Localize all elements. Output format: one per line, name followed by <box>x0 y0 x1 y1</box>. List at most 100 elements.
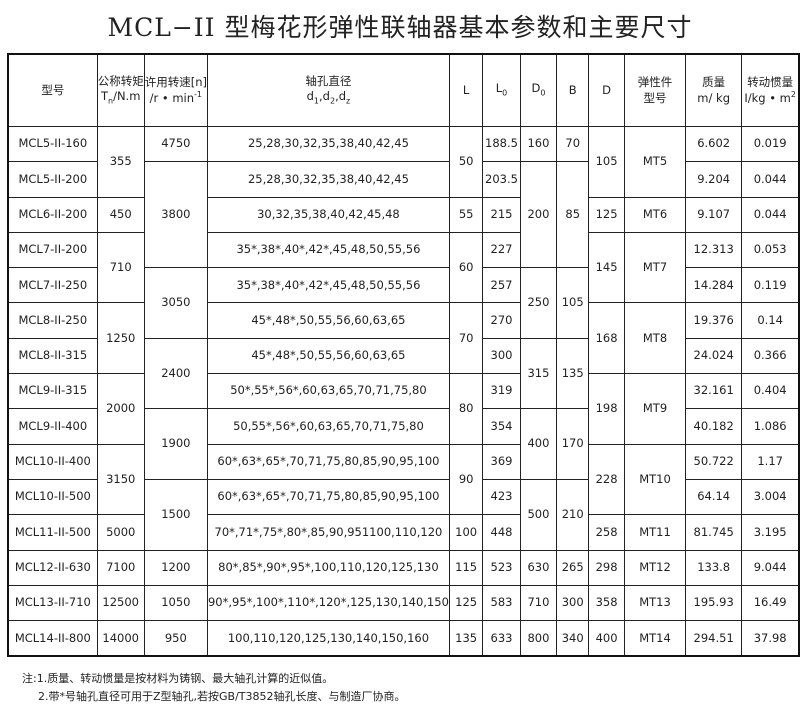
cell-bore: 25,28,30,32,35,38,40,42,45 <box>206 161 450 198</box>
cell-d: 298 <box>588 549 626 586</box>
cell-l0: 270 <box>482 302 521 339</box>
cell-d0: 160 <box>519 125 558 163</box>
cell-b: 105 <box>556 267 590 339</box>
cell-l0: 423 <box>482 478 521 516</box>
cell-element: MT8 <box>624 302 686 375</box>
page-title: MCL−II 型梅花形弹性联轴器基本参数和主要尺寸 <box>107 13 693 42</box>
cell-element: MT10 <box>624 443 686 516</box>
header-B: B <box>556 53 590 127</box>
cell-mass: 14.284 <box>684 267 743 304</box>
cell-d0: 500 <box>519 478 558 551</box>
cell-b: 300 <box>556 584 590 622</box>
cell-l: 55 <box>448 196 484 233</box>
cell-inertia: 37.98 <box>741 620 800 657</box>
cell-speed: 3050 <box>143 267 208 339</box>
cell-speed: 4750 <box>143 125 208 163</box>
header-row: 型号 公称转矩 Tn/N.m 许用转速[n]/r • min-1 轴孔直径 d1,d… <box>7 53 800 127</box>
cell-l: 70 <box>448 302 484 375</box>
cell-element: MT12 <box>624 549 686 586</box>
table-row: MCL12-II-630 7100 1200 80*,85*,90*,95*,100,… <box>7 549 800 586</box>
cell-speed: 1500 <box>143 478 208 551</box>
cell-bore: 100,110,120,125,130,140,150,160 <box>206 620 450 657</box>
cell-l: 80 <box>448 373 484 445</box>
cell-torque: 355 <box>96 126 145 198</box>
cell-inertia: 0.366 <box>741 337 800 375</box>
note-2: 2.带*号轴孔直径可用于Z型轴孔,若按GB/T3852轴孔长度、与制造厂协商。 <box>38 690 406 703</box>
cell-b: 210 <box>556 478 590 551</box>
cell-model: MCL14-II-800 <box>7 620 98 657</box>
cell-inertia: 3.195 <box>741 514 800 551</box>
cell-mass: 40.182 <box>684 408 743 445</box>
cell-mass: 12.313 <box>684 231 743 269</box>
cell-l: 135 <box>448 620 484 657</box>
cell-b: 265 <box>556 549 590 586</box>
cell-l0: 300 <box>482 337 521 375</box>
cell-model: MCL8-II-315 <box>7 337 98 375</box>
cell-l0: 369 <box>482 443 521 480</box>
cell-b: 85 <box>556 161 590 269</box>
table-row: MCL9-II-315 2000 50*,55*,56*,60,63,65,70,7… <box>7 373 800 445</box>
cell-mass: 50.722 <box>684 443 743 480</box>
cell-bore: 35*,38*,40*,42*,45,48,50,55,56 <box>206 267 450 304</box>
cell-b: 340 <box>556 620 590 657</box>
cell-inertia: 0.053 <box>741 231 800 269</box>
table-row: MCL8-II-315 2400 45*,48*,50,55,56,60,63,65… <box>7 337 800 410</box>
cell-torque: 3150 <box>96 443 145 516</box>
cell-inertia: 0.044 <box>741 196 800 233</box>
cell-mass: 24.024 <box>684 337 743 375</box>
cell-torque: 5000 <box>96 514 145 551</box>
cell-d: 105 <box>588 126 626 198</box>
cell-l: 100 <box>448 514 484 551</box>
cell-l: 60 <box>448 231 484 304</box>
cell-mass: 81.745 <box>684 514 743 551</box>
cell-model: MCL7-II-200 <box>7 231 98 269</box>
cell-d0: 710 <box>519 584 558 622</box>
cell-d: 228 <box>588 443 626 516</box>
parameters-table: 型号 公称转矩 Tn/N.m 许用转速[n]/r • min-1 轴孔直径 d1,d… <box>7 53 800 658</box>
cell-element: MT5 <box>624 126 686 198</box>
cell-mass: 294.51 <box>684 620 743 657</box>
cell-mass: 195.93 <box>684 584 743 622</box>
cell-torque: 450 <box>96 196 145 233</box>
header-L: L <box>448 53 484 127</box>
table-row: MCL13-II-710 12500 1050 90*,95*,100*,110*,1… <box>7 584 800 622</box>
table-row: MCL5-II-160 355 4750 25,28,30,32,35,38,40,4… <box>7 125 800 198</box>
cell-inertia: 0.404 <box>741 373 800 410</box>
cell-d0: 200 <box>519 161 558 269</box>
cell-d0: 800 <box>519 620 558 657</box>
cell-bore: 50*,55*,56*,60,63,65,70,71,75,80 <box>206 373 450 410</box>
table-row: MCL8-II-250 1250 45*,48*,50,55,56,60,63,65… <box>7 302 800 375</box>
cell-l0: 633 <box>482 620 521 657</box>
cell-mass: 9.204 <box>684 161 743 198</box>
header-torque: 公称转矩 Tn/N.m <box>96 53 145 127</box>
header-D0: D0 <box>519 53 558 127</box>
cell-l0: 523 <box>482 549 521 586</box>
cell-mass: 6.602 <box>684 125 743 163</box>
cell-speed: 1900 <box>143 408 208 480</box>
cell-model: MCL13-II-710 <box>7 584 98 622</box>
cell-l0: 354 <box>482 408 521 445</box>
cell-model: MCL10-II-500 <box>7 478 98 516</box>
cell-model: MCL5-II-200 <box>7 161 98 198</box>
header-mass: 质量 m/ kg <box>684 53 743 127</box>
cell-speed: 1200 <box>143 549 208 586</box>
cell-d: 258 <box>588 514 626 551</box>
cell-mass: 9.107 <box>684 196 743 233</box>
cell-l0: 257 <box>482 267 521 304</box>
cell-b: 170 <box>556 408 590 480</box>
cell-inertia: 1.17 <box>741 443 800 480</box>
cell-inertia: 3.004 <box>741 478 800 516</box>
cell-torque: 12500 <box>96 584 145 622</box>
header-inertia: 转动惯量 I/kg • m2 <box>741 53 800 127</box>
table-row: MCL11-II-500 5000 70*,71*,75*,80*,85,90,95… <box>7 514 800 551</box>
cell-speed: 950 <box>143 620 208 657</box>
cell-l0: 227 <box>482 231 521 269</box>
cell-mass: 32.161 <box>684 373 743 410</box>
cell-d0: 630 <box>519 549 558 586</box>
cell-bore: 25,28,30,32,35,38,40,42,45 <box>206 125 450 163</box>
cell-l0: 188.5 <box>482 125 521 163</box>
cell-element: MT9 <box>624 373 686 445</box>
cell-inertia: 0.14 <box>741 302 800 339</box>
cell-model: MCL12-II-630 <box>7 549 98 586</box>
cell-bore: 60*,63*,65*,70,71,75,80,85,90,95,100 <box>206 443 450 480</box>
